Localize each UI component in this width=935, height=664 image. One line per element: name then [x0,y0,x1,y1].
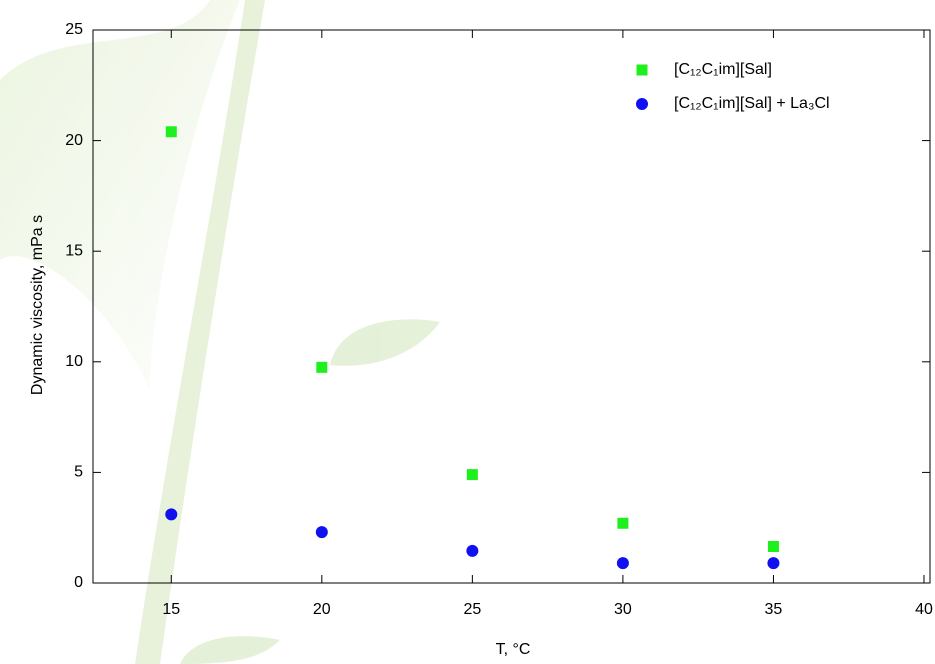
y-tick-label: 0 [74,574,83,591]
y-axis-label: Dynamic viscosity, mPa s [29,215,46,395]
page: Dynamic viscosity, mPa s T, °C 0 5 10 15 20 2… [0,0,935,664]
plot-frame [93,30,930,583]
data-point [467,469,478,480]
data-point [166,126,177,137]
x-tick-label: 35 [765,601,783,618]
background-decoration [0,0,440,664]
y-tick-label: 20 [65,132,83,149]
legend-marker [636,98,648,110]
data-point [617,557,629,569]
legend-label: [C₁₂C₁im][Sal] [674,61,772,78]
legend-label: [C₁₂C₁im][Sal] + La₃Cl [674,95,830,112]
legend-marker [637,65,648,76]
data-point [768,541,779,552]
y-tick-label: 25 [65,21,83,38]
data-point [617,518,628,529]
data-point [316,526,328,538]
x-tick-label: 25 [463,601,481,618]
x-tick-label: 15 [162,601,180,618]
data-point [767,557,779,569]
x-axis-label: T, °C [496,641,531,658]
x-tick-label: 30 [614,601,632,618]
y-tick-label: 10 [65,353,83,370]
data-point [466,545,478,557]
chart: Dynamic viscosity, mPa s T, °C 0 5 10 15 20 2… [0,0,935,664]
x-tick-label: 40 [915,601,933,618]
x-tick-label: 20 [313,601,331,618]
y-tick-label: 5 [74,464,83,481]
data-point [316,362,327,373]
y-tick-label: 15 [65,242,83,259]
data-point [165,508,177,520]
